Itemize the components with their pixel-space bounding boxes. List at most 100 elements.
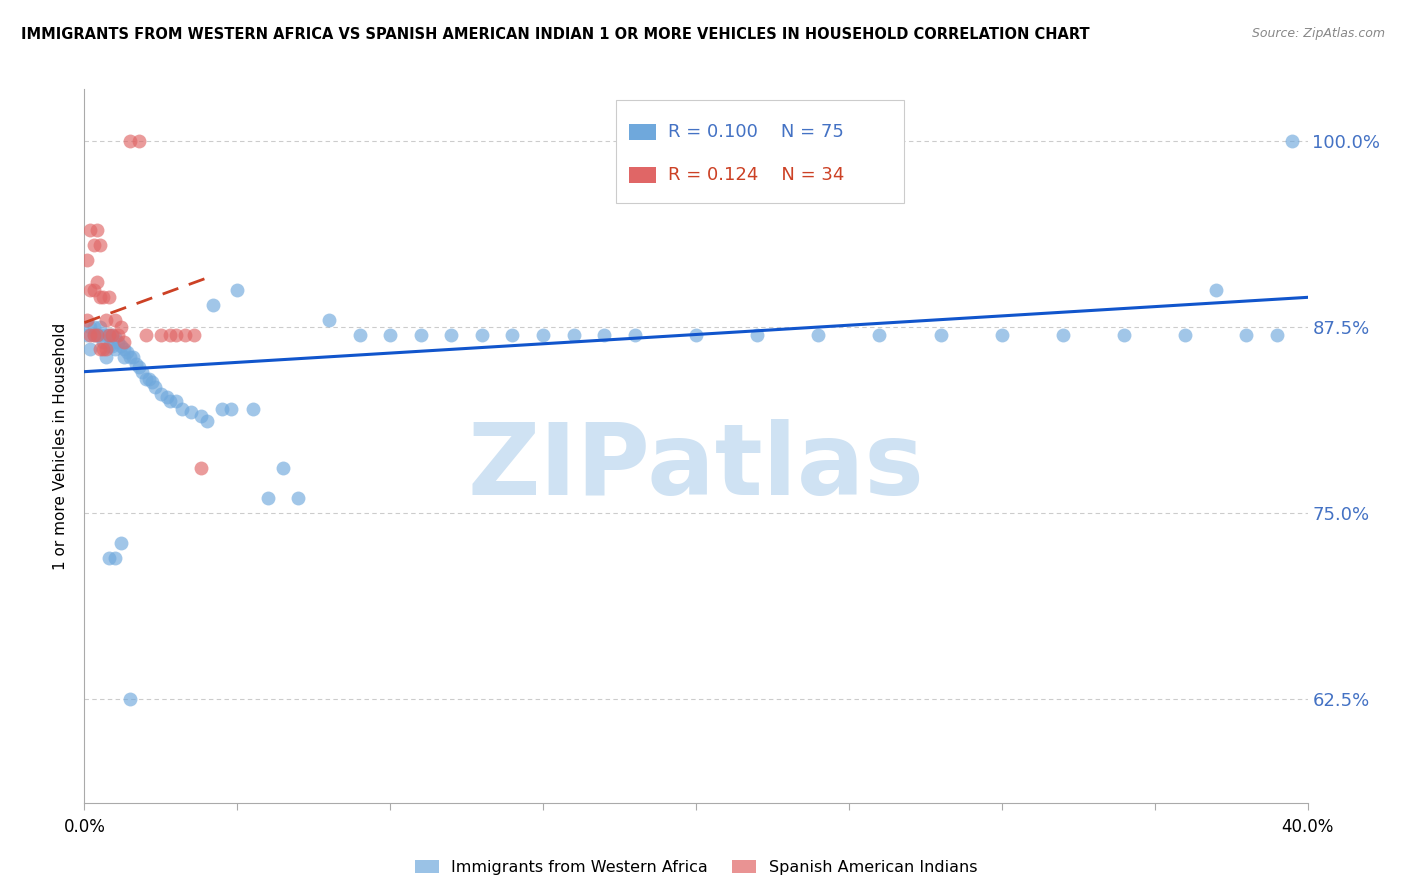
Point <box>183 327 205 342</box>
Point <box>91 343 114 357</box>
Point <box>86 327 108 342</box>
Point <box>104 550 127 565</box>
Point <box>190 461 212 475</box>
Point <box>149 387 172 401</box>
FancyBboxPatch shape <box>628 124 655 140</box>
Point <box>83 327 105 342</box>
Point <box>76 327 98 342</box>
Point <box>120 350 142 364</box>
Point <box>97 339 120 353</box>
Point <box>128 134 150 148</box>
Text: 0.0%: 0.0% <box>63 818 105 836</box>
Point <box>201 298 224 312</box>
Point <box>76 253 98 268</box>
Point <box>76 312 98 326</box>
Legend: Immigrants from Western Africa, Spanish American Indians: Immigrants from Western Africa, Spanish … <box>408 854 984 881</box>
Point <box>1281 134 1303 148</box>
Point <box>97 290 120 304</box>
Point <box>125 357 148 371</box>
Point <box>86 223 108 237</box>
Point <box>86 327 108 342</box>
Point <box>869 327 891 342</box>
Point <box>104 343 127 357</box>
Point <box>94 312 117 326</box>
Point <box>104 312 127 326</box>
Point <box>807 327 830 342</box>
Point <box>219 401 242 416</box>
Point <box>685 327 707 342</box>
Point <box>83 320 105 334</box>
Point <box>287 491 309 505</box>
Point <box>101 327 124 342</box>
Point <box>89 238 111 252</box>
Point <box>83 283 105 297</box>
Point <box>91 290 114 304</box>
Point <box>79 320 101 334</box>
Point <box>83 327 105 342</box>
Text: IMMIGRANTS FROM WESTERN AFRICA VS SPANISH AMERICAN INDIAN 1 OR MORE VEHICLES IN : IMMIGRANTS FROM WESTERN AFRICA VS SPANIS… <box>21 27 1090 42</box>
Point <box>110 339 132 353</box>
Point <box>1052 327 1074 342</box>
Point <box>104 330 127 344</box>
Point <box>79 327 101 342</box>
Point <box>991 327 1014 342</box>
Point <box>112 334 135 349</box>
Point <box>257 491 280 505</box>
Point <box>149 327 172 342</box>
Point <box>562 327 585 342</box>
Point <box>110 320 132 334</box>
Point <box>128 360 150 375</box>
FancyBboxPatch shape <box>616 100 904 203</box>
Text: 40.0%: 40.0% <box>1281 818 1334 836</box>
Point <box>195 414 218 428</box>
Point <box>1114 327 1136 342</box>
FancyBboxPatch shape <box>628 167 655 183</box>
Point <box>502 327 524 342</box>
Point <box>89 320 111 334</box>
Point <box>624 327 647 342</box>
Point <box>929 327 952 342</box>
Point <box>131 365 153 379</box>
Point <box>101 339 124 353</box>
Point <box>242 401 264 416</box>
Point <box>138 372 160 386</box>
Point <box>143 379 166 393</box>
Point <box>165 394 187 409</box>
Point <box>112 350 135 364</box>
Point <box>79 343 101 357</box>
Point <box>89 343 111 357</box>
Point <box>83 238 105 252</box>
Point <box>1265 327 1288 342</box>
Point <box>79 283 101 297</box>
Point <box>471 327 494 342</box>
Point <box>190 409 212 424</box>
Point <box>211 401 233 416</box>
Point <box>141 375 163 389</box>
Point <box>112 343 135 357</box>
Point <box>97 327 120 342</box>
Point <box>156 390 179 404</box>
Text: R = 0.100    N = 75: R = 0.100 N = 75 <box>668 123 844 141</box>
Point <box>1205 283 1227 297</box>
Point <box>747 327 769 342</box>
Point <box>174 327 197 342</box>
Point <box>318 312 340 326</box>
Point <box>107 327 129 342</box>
Point <box>115 345 138 359</box>
Point <box>120 134 142 148</box>
Point <box>89 290 111 304</box>
Point <box>1236 327 1258 342</box>
Point <box>86 276 108 290</box>
Y-axis label: 1 or more Vehicles in Household: 1 or more Vehicles in Household <box>53 322 69 570</box>
Point <box>79 223 101 237</box>
Point <box>94 343 117 357</box>
Point <box>531 327 554 342</box>
Point <box>440 327 463 342</box>
Point <box>97 550 120 565</box>
Point <box>226 283 249 297</box>
Point <box>110 535 132 549</box>
Text: R = 0.124    N = 34: R = 0.124 N = 34 <box>668 166 844 184</box>
Point <box>409 327 432 342</box>
Point <box>94 327 117 342</box>
Point <box>380 327 402 342</box>
